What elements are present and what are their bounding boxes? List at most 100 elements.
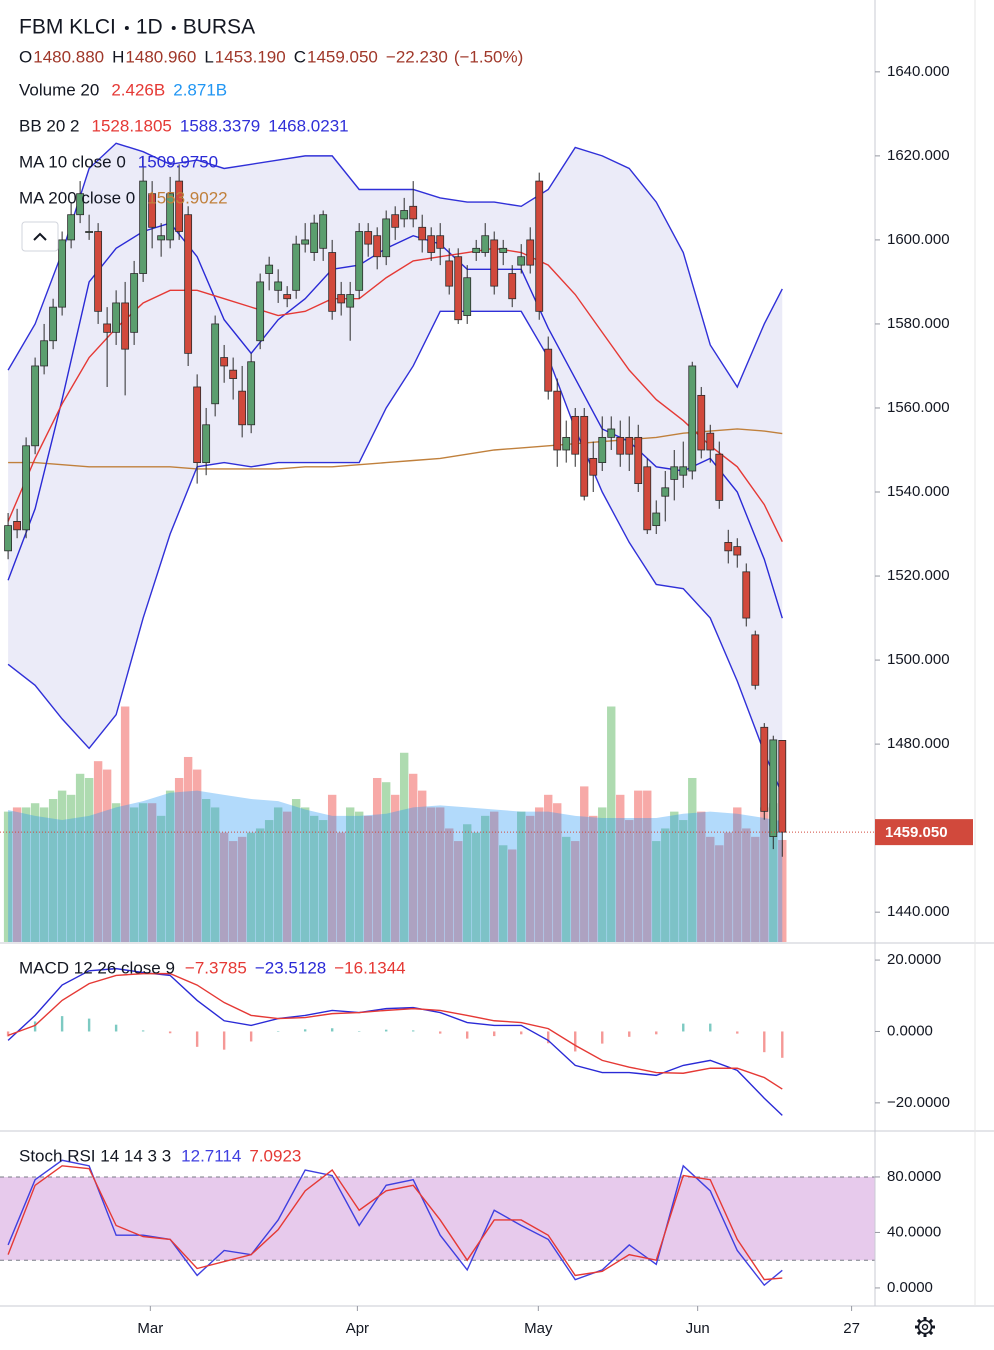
candle-body <box>409 205 418 220</box>
volume-bar <box>589 815 598 942</box>
macd-histogram-bar <box>357 1031 361 1032</box>
volume-bar <box>102 769 112 942</box>
macd-histogram-bar <box>411 1030 415 1032</box>
candle-body <box>292 243 301 291</box>
macd-histogram-bar <box>736 1031 739 1034</box>
candle-body <box>67 214 76 241</box>
macd-histogram-bar <box>493 1031 496 1037</box>
macd-histogram-bar <box>682 1023 685 1032</box>
ohlc-value: 1459.050 <box>307 47 378 66</box>
candle-body <box>760 726 769 812</box>
volume-bar <box>327 794 337 942</box>
macd-histogram-bar <box>466 1031 469 1039</box>
macd-histogram-bar <box>303 1029 307 1032</box>
volume-bar <box>147 803 157 942</box>
indicator-value: 7.0923 <box>249 1146 301 1165</box>
macd-line <box>7 972 783 1090</box>
volume-bar <box>66 794 76 942</box>
candle-body <box>94 231 103 312</box>
change-percent: (−1.50%) <box>454 47 523 66</box>
indicator-line <box>7 142 783 389</box>
candle-body <box>364 231 373 245</box>
candle-body <box>625 436 634 455</box>
volume-bar <box>562 836 571 942</box>
candle-body <box>562 436 571 451</box>
volume-bar <box>751 836 760 942</box>
candle-body <box>580 415 589 497</box>
volume-bar <box>21 807 31 942</box>
volume-bar <box>192 769 202 942</box>
y-tick-label: −20.0000 <box>887 1094 950 1111</box>
candle-body <box>22 445 31 531</box>
volume-bar <box>237 836 247 942</box>
macd-histogram-bar <box>384 1029 388 1032</box>
volume-bar <box>363 815 373 942</box>
macd-histogram-bar <box>114 1024 118 1032</box>
macd-histogram-bar <box>763 1031 766 1053</box>
volume-bar <box>318 820 328 942</box>
indicator-name: Volume 20 <box>19 80 99 99</box>
candle-body <box>265 264 274 274</box>
volume-bar <box>481 815 490 942</box>
macd-histogram-bar <box>141 1030 145 1032</box>
volume-bar <box>264 820 274 942</box>
settings-button[interactable] <box>915 1317 935 1337</box>
volume-bar <box>778 839 787 942</box>
candle-body <box>112 302 121 333</box>
ohlc-key: L <box>204 47 213 66</box>
symbol: FBM KLCI <box>19 16 116 39</box>
gear-ring <box>917 1319 933 1335</box>
volume-bar <box>472 832 481 942</box>
volume-bar <box>436 807 445 942</box>
candle-body <box>778 740 787 833</box>
volume-bar <box>426 807 436 942</box>
volume-bar <box>120 706 130 942</box>
candle-body <box>427 235 436 253</box>
volume-bar <box>390 794 400 942</box>
x-tick-label: Mar <box>137 1320 163 1337</box>
candle-body <box>553 390 562 451</box>
separator-dot <box>124 26 129 30</box>
volume-bar <box>273 807 283 942</box>
volume-bar <box>399 752 409 942</box>
collapse-button[interactable] <box>21 221 59 252</box>
candle-body <box>301 239 310 245</box>
indicator-name: BB 20 2 <box>19 116 80 135</box>
gear-teeth <box>915 1317 935 1337</box>
candle-body <box>571 415 580 455</box>
candle-body <box>400 210 409 220</box>
macd-histogram-bar <box>6 1031 10 1037</box>
indicator-line <box>7 247 783 542</box>
candle-body <box>715 453 724 501</box>
volume-bar <box>84 777 94 942</box>
candle-body <box>526 239 535 266</box>
ohlc-key: C <box>294 47 306 66</box>
candle-body <box>175 180 184 232</box>
candle-body <box>454 256 463 321</box>
volume-bar <box>30 803 40 942</box>
volume-bar <box>499 845 508 942</box>
macd-histogram-bar <box>655 1031 658 1035</box>
volume-bar <box>354 811 364 942</box>
candle-body <box>679 466 688 476</box>
volume-bar <box>309 815 319 942</box>
volume-bar <box>580 786 589 942</box>
ohlc-key: O <box>19 47 32 66</box>
x-tick-label: 27 <box>843 1320 860 1337</box>
volume-bar <box>661 828 670 942</box>
volume-bar <box>553 803 562 942</box>
ohlc-value: 1480.880 <box>33 47 104 66</box>
candle-body <box>166 193 175 241</box>
y-tick-label: 1600.000 <box>887 231 950 248</box>
indicator-line <box>7 222 783 619</box>
indicator-name: MA 200 close 0 <box>19 188 135 207</box>
candle-body <box>769 739 778 837</box>
macd-histogram-bar <box>33 1021 37 1032</box>
candle-body <box>742 571 751 619</box>
candle-body <box>373 235 382 258</box>
candle-body <box>31 365 40 447</box>
macd-histogram-bar <box>601 1031 604 1044</box>
indicator-line <box>8 428 783 470</box>
macd-histogram-bar <box>249 1031 253 1042</box>
change: −22.230 <box>386 47 448 66</box>
